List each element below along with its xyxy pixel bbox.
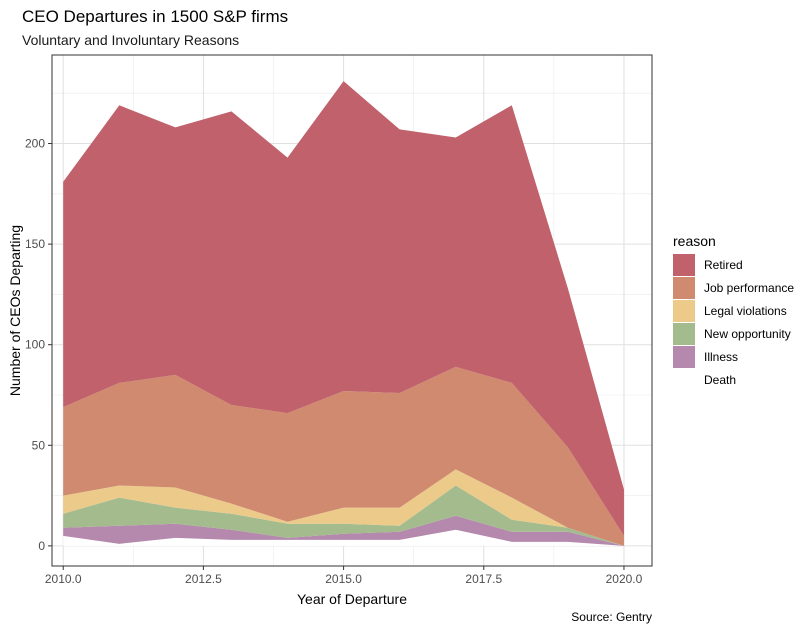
- y-tick-label: 0: [38, 539, 45, 553]
- x-tick-label: 2015.0: [325, 572, 362, 586]
- area-retired: [63, 81, 624, 536]
- legend-swatch-death: [673, 369, 695, 391]
- legend-swatch-job-performance: [673, 277, 695, 299]
- x-tick-label: 2012.5: [185, 572, 222, 586]
- area-illness: [63, 515, 624, 546]
- legend-label: Illness: [704, 350, 738, 364]
- axes: 2010.0 2012.5 2015.0 2017.5 2020.0 0 50 100 150 2…: [25, 137, 643, 586]
- chart-title: CEO Departures in 1500 S&P firms: [22, 7, 289, 26]
- y-axis-title: Number of CEOs Departing: [7, 225, 23, 396]
- y-tick-label: 200: [25, 137, 45, 151]
- legend: reason Retired Job performance Legal viola…: [673, 233, 794, 391]
- x-axis-title: Year of Departure: [297, 591, 407, 607]
- x-tick-label: 2020.0: [606, 572, 643, 586]
- legend-swatch-legal-violations: [673, 300, 695, 322]
- x-tick-label: 2017.5: [465, 572, 502, 586]
- chart-caption: Source: Gentry: [571, 610, 652, 624]
- legend-label: Death: [704, 373, 736, 387]
- legend-label: Retired: [704, 258, 743, 272]
- legend-title: reason: [673, 233, 716, 249]
- legend-swatch-new-opportunity: [673, 323, 695, 345]
- legend-swatch-illness: [673, 346, 695, 368]
- area-series: [63, 81, 624, 546]
- area-new-opportunity: [63, 485, 624, 546]
- legend-label: Job performance: [704, 281, 794, 295]
- area-job-performance: [63, 366, 624, 546]
- chart-subtitle: Voluntary and Involuntary Reasons: [22, 32, 240, 48]
- y-tick-label: 150: [25, 237, 45, 251]
- y-tick-label: 100: [25, 338, 45, 352]
- legend-label: New opportunity: [704, 327, 791, 341]
- legend-label: Legal violations: [704, 304, 787, 318]
- legend-swatch-retired: [673, 254, 695, 276]
- x-tick-label: 2010.0: [45, 572, 82, 586]
- y-tick-label: 50: [32, 438, 46, 452]
- area-death: [63, 529, 624, 546]
- plot-border: [51, 54, 653, 567]
